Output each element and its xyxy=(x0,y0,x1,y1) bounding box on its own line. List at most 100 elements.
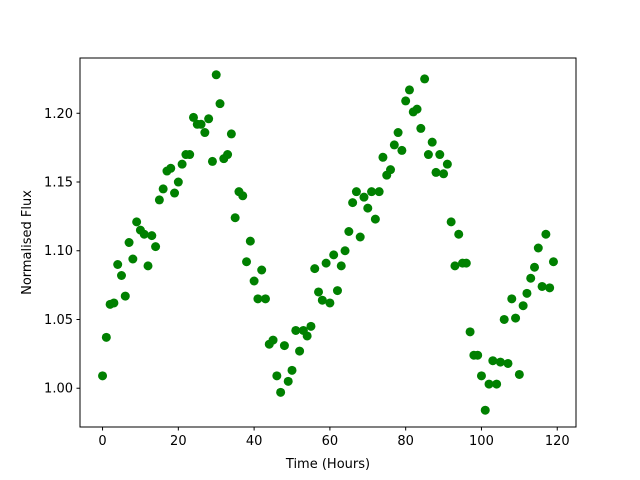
data-point xyxy=(329,250,339,260)
data-point xyxy=(116,270,126,280)
data-point xyxy=(526,273,536,283)
data-point xyxy=(465,327,475,337)
data-point xyxy=(260,294,270,304)
data-point xyxy=(147,231,157,241)
data-point xyxy=(492,379,502,389)
data-point xyxy=(154,195,164,205)
data-point xyxy=(177,159,187,169)
data-point xyxy=(113,259,123,269)
data-point xyxy=(423,150,433,160)
data-point xyxy=(499,314,509,324)
y-tick-label: 1.05 xyxy=(44,313,73,328)
y-tick-label: 1.00 xyxy=(44,382,73,397)
data-point xyxy=(230,213,240,223)
data-point xyxy=(143,261,153,271)
data-point xyxy=(484,379,494,389)
data-point xyxy=(386,165,396,175)
data-point xyxy=(124,238,134,247)
data-point xyxy=(245,236,255,246)
data-point xyxy=(393,128,403,138)
data-point xyxy=(367,187,377,197)
data-point xyxy=(173,177,183,187)
y-tick-label: 1.10 xyxy=(44,244,73,259)
data-point xyxy=(226,129,236,139)
data-point xyxy=(238,191,248,201)
x-tick-label: 40 xyxy=(246,434,263,449)
data-point xyxy=(374,187,384,197)
data-point xyxy=(132,217,142,227)
data-point xyxy=(348,198,358,208)
data-point xyxy=(276,387,286,397)
data-point xyxy=(412,104,422,114)
data-point xyxy=(507,294,517,304)
data-point xyxy=(302,331,312,341)
data-point xyxy=(158,184,168,194)
data-point xyxy=(495,357,505,367)
data-point xyxy=(310,264,320,274)
data-point xyxy=(439,169,449,179)
data-point xyxy=(397,145,407,155)
data-point xyxy=(454,229,464,239)
data-point xyxy=(404,85,414,95)
data-point xyxy=(420,74,430,84)
x-tick-label: 20 xyxy=(170,434,187,449)
data-point xyxy=(128,254,138,264)
data-point xyxy=(461,258,471,268)
data-point xyxy=(279,341,289,351)
data-point xyxy=(370,214,380,224)
data-point xyxy=(291,325,301,335)
data-point xyxy=(476,371,486,381)
data-point xyxy=(416,123,426,133)
data-point xyxy=(253,294,263,304)
data-point xyxy=(435,150,445,160)
data-point xyxy=(389,140,399,150)
data-point xyxy=(332,286,342,296)
data-point xyxy=(223,150,233,160)
data-point xyxy=(336,261,346,271)
x-axis-label: Time (Hours) xyxy=(285,457,370,472)
data-point xyxy=(488,356,498,366)
data-point xyxy=(314,287,324,297)
data-point xyxy=(530,262,540,272)
data-point xyxy=(166,163,176,173)
data-point xyxy=(188,112,198,122)
data-point xyxy=(511,313,521,323)
data-point xyxy=(207,156,217,166)
data-point xyxy=(204,114,214,124)
x-tick-label: 120 xyxy=(545,434,570,449)
x-tick-label: 100 xyxy=(469,434,494,449)
data-point xyxy=(537,281,547,291)
data-point xyxy=(211,70,221,80)
data-point xyxy=(200,128,210,138)
x-axis: 0 20 40 60 80 100 120 xyxy=(98,427,570,449)
data-point xyxy=(427,137,437,147)
data-point xyxy=(533,243,543,253)
x-tick-label: 80 xyxy=(397,434,414,449)
data-point xyxy=(268,335,278,345)
data-point xyxy=(196,119,206,129)
data-point xyxy=(306,321,316,331)
data-point xyxy=(446,217,456,227)
data-point xyxy=(344,227,354,237)
data-point xyxy=(287,365,297,375)
data-point xyxy=(283,376,293,386)
data-point xyxy=(480,405,490,415)
data-point xyxy=(185,150,195,160)
data-point xyxy=(351,187,361,197)
data-point xyxy=(359,192,369,202)
data-point xyxy=(249,276,259,286)
data-point xyxy=(98,371,108,381)
data-point xyxy=(101,332,111,342)
y-axis-label: Normalised Flux xyxy=(20,190,35,295)
data-point xyxy=(450,261,460,271)
data-point xyxy=(109,298,119,308)
data-point xyxy=(442,159,452,169)
data-point xyxy=(242,257,252,267)
data-point xyxy=(120,291,130,301)
data-point xyxy=(545,283,555,293)
data-point xyxy=(431,167,441,177)
data-point xyxy=(151,242,161,252)
x-tick-label: 60 xyxy=(322,434,339,449)
